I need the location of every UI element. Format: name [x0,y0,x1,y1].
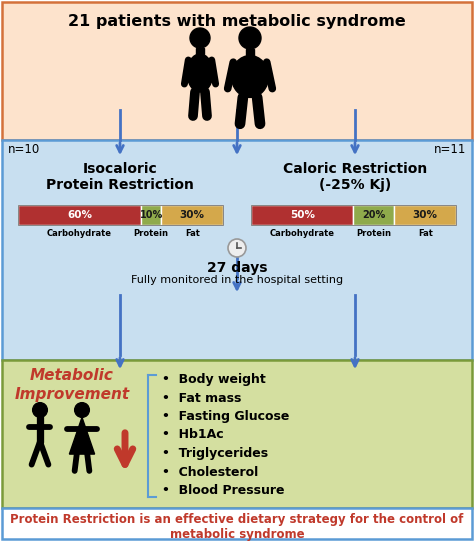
Text: Fat: Fat [418,229,433,238]
FancyBboxPatch shape [2,140,472,360]
Text: n=10: n=10 [8,143,40,156]
Text: Protein: Protein [356,229,392,238]
Bar [162,205,223,225]
Circle shape [33,403,47,417]
Circle shape [190,28,210,48]
Text: Fully monitored in the hospital setting: Fully monitored in the hospital setting [131,275,343,285]
FancyBboxPatch shape [2,2,472,140]
Text: Caloric Restriction
(-25% Kj): Caloric Restriction (-25% Kj) [283,162,427,192]
FancyBboxPatch shape [2,360,472,508]
Text: 20%: 20% [363,210,386,220]
Text: •  Cholesterol: • Cholesterol [162,465,258,478]
Bar [196,48,204,54]
Polygon shape [69,417,95,454]
Text: Fat: Fat [185,229,200,238]
Circle shape [228,239,246,257]
Text: •  Body weight: • Body weight [162,373,266,386]
Text: 60%: 60% [67,210,92,220]
Text: 30%: 30% [180,210,205,220]
Circle shape [239,27,261,49]
Text: Isocaloric
Protein Restriction: Isocaloric Protein Restriction [46,162,194,192]
Bar [251,205,354,225]
Text: Protein: Protein [134,229,169,238]
Bar [354,205,394,225]
Text: 27 days: 27 days [207,261,267,275]
Text: •  Triglycerides: • Triglycerides [162,447,268,460]
Text: Metabolic
Improvement: Metabolic Improvement [14,368,129,401]
FancyBboxPatch shape [2,508,472,539]
Bar [394,205,456,225]
Bar [251,205,456,225]
Text: n=11: n=11 [434,143,466,156]
Text: Carbohydrate: Carbohydrate [270,229,335,238]
Text: •  Blood Pressure: • Blood Pressure [162,484,284,497]
Text: Carbohydrate: Carbohydrate [47,229,112,238]
Ellipse shape [231,56,269,97]
Text: 10%: 10% [140,210,163,220]
Text: 30%: 30% [413,210,438,220]
Bar [141,205,162,225]
Ellipse shape [187,54,213,92]
Bar [18,205,141,225]
Bar [246,49,255,56]
Text: 50%: 50% [290,210,315,220]
Text: 21 patients with metabolic syndrome: 21 patients with metabolic syndrome [68,14,406,29]
Bar [18,205,223,225]
Text: •  Fat mass: • Fat mass [162,392,241,405]
Text: Protein Restriction is an effective dietary strategy for the control of
metaboli: Protein Restriction is an effective diet… [10,513,464,541]
Text: •  Hb1Ac: • Hb1Ac [162,428,224,441]
Circle shape [74,403,90,417]
Text: •  Fasting Glucose: • Fasting Glucose [162,410,289,423]
